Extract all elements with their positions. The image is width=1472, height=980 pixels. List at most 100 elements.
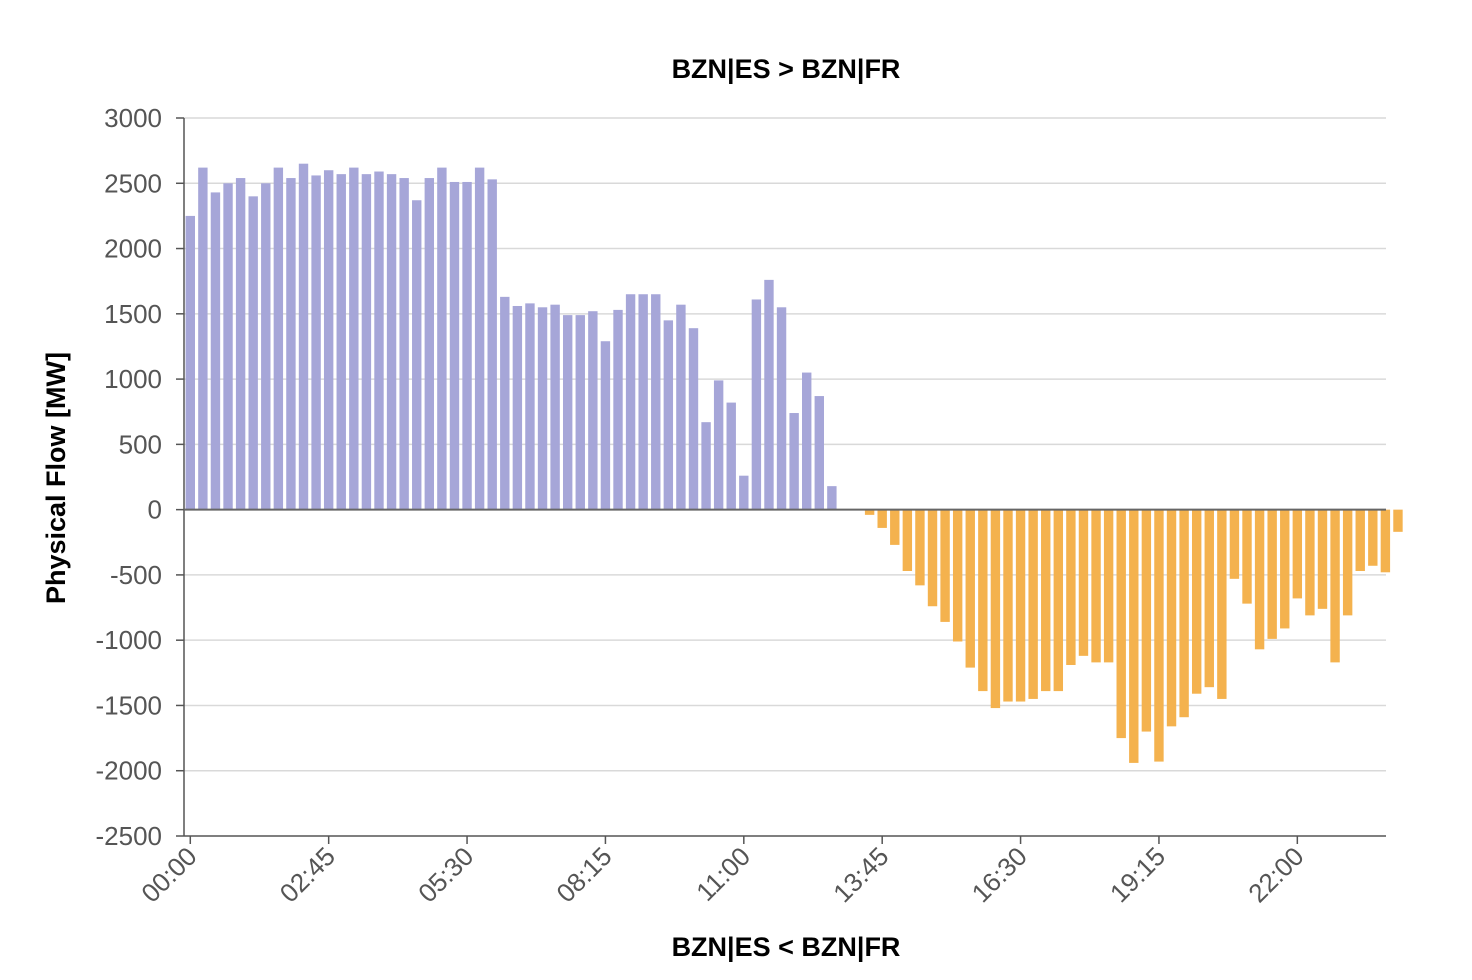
bar-80 bbox=[1191, 509, 1202, 694]
bar-83 bbox=[1229, 509, 1240, 579]
bar-48 bbox=[789, 413, 799, 510]
bar-96 bbox=[1393, 509, 1403, 532]
y-tick-label: 3000 bbox=[104, 103, 162, 133]
bar-60 bbox=[940, 509, 950, 622]
bar-95 bbox=[1380, 509, 1391, 573]
bar-25 bbox=[500, 296, 510, 510]
bar-87 bbox=[1280, 509, 1290, 629]
x-tick-label: 00:00 bbox=[135, 841, 202, 908]
bar-0 bbox=[185, 215, 195, 510]
y-tick-label: -1000 bbox=[96, 625, 163, 655]
bar-32 bbox=[588, 311, 598, 510]
bar-40 bbox=[688, 328, 699, 510]
y-axis-title: Physical Flow [MW] bbox=[41, 352, 71, 604]
y-tick-label: -2000 bbox=[96, 756, 163, 786]
y-tick-label: 2500 bbox=[104, 168, 162, 198]
x-tick-label: 13:45 bbox=[827, 841, 894, 908]
bar-58 bbox=[915, 509, 925, 586]
bar-93 bbox=[1355, 509, 1365, 571]
bar-31 bbox=[575, 315, 585, 510]
y-tick-label: 500 bbox=[119, 429, 162, 459]
bar-89 bbox=[1305, 509, 1315, 616]
bar-42 bbox=[713, 380, 724, 510]
bar-44 bbox=[739, 475, 749, 510]
bar-16 bbox=[386, 174, 397, 510]
y-tick-labels: 3000 2500 2000 1500 1000 500 0 -500 -1000 -1500 -2… bbox=[96, 103, 184, 851]
bar-20 bbox=[437, 167, 447, 510]
bar-82 bbox=[1217, 509, 1227, 699]
x-tick-label: 08:15 bbox=[550, 841, 617, 908]
bar-63 bbox=[978, 509, 988, 692]
bar-85 bbox=[1254, 509, 1265, 650]
bar-94 bbox=[1368, 509, 1378, 566]
bar-39 bbox=[676, 304, 686, 510]
y-tick-label: -500 bbox=[110, 560, 162, 590]
y-tick-label: -2500 bbox=[96, 821, 163, 851]
bar-75 bbox=[1129, 509, 1139, 763]
y-tick-label: -1500 bbox=[96, 690, 163, 720]
bar-54 bbox=[864, 509, 875, 515]
bar-74 bbox=[1116, 509, 1126, 739]
bar-92 bbox=[1342, 509, 1353, 616]
bar-65 bbox=[1003, 509, 1013, 702]
y-tick-label: 2000 bbox=[104, 234, 162, 264]
bar-50 bbox=[814, 396, 824, 510]
bar-88 bbox=[1292, 509, 1303, 599]
bar-23 bbox=[474, 167, 485, 510]
bar-61 bbox=[952, 509, 963, 642]
bar-57 bbox=[902, 509, 913, 571]
bar-81 bbox=[1204, 509, 1214, 688]
bar-86 bbox=[1267, 509, 1277, 639]
bar-34 bbox=[613, 309, 623, 510]
bar-90 bbox=[1317, 509, 1328, 609]
bar-70 bbox=[1066, 509, 1076, 665]
bar-28 bbox=[537, 307, 548, 510]
bar-9 bbox=[298, 163, 309, 510]
bar-69 bbox=[1053, 509, 1064, 692]
bar-29 bbox=[550, 304, 560, 510]
bar-19 bbox=[424, 178, 435, 510]
bar-37 bbox=[651, 294, 661, 510]
x-tick-labels: 00:00 02:45 05:30 08:15 11:00 13:45 16:30 19:15… bbox=[135, 836, 1310, 908]
x-axis-title: BZN|ES < BZN|FR bbox=[672, 932, 901, 962]
bar-5 bbox=[248, 196, 258, 510]
bar-47 bbox=[776, 307, 787, 510]
y-tick-label: 1000 bbox=[104, 364, 162, 394]
x-tick-label: 19:15 bbox=[1104, 841, 1171, 908]
x-tick-label: 02:45 bbox=[274, 841, 341, 908]
bar-24 bbox=[487, 179, 497, 510]
bar-91 bbox=[1330, 509, 1340, 663]
bar-27 bbox=[525, 303, 535, 510]
bar-84 bbox=[1242, 509, 1252, 604]
bar-56 bbox=[890, 509, 900, 545]
chart-title: BZN|ES > BZN|FR bbox=[672, 54, 901, 84]
bar-6 bbox=[261, 183, 271, 510]
y-tick-label: 1500 bbox=[104, 299, 162, 329]
bar-10 bbox=[311, 175, 321, 510]
bar-7 bbox=[273, 167, 284, 510]
bar-4 bbox=[235, 178, 246, 510]
bar-8 bbox=[286, 178, 296, 510]
bar-38 bbox=[663, 320, 674, 510]
bar-35 bbox=[625, 294, 636, 510]
bar-13 bbox=[349, 167, 359, 510]
bar-17 bbox=[399, 178, 409, 510]
bar-51 bbox=[827, 486, 837, 510]
axes bbox=[183, 118, 1386, 837]
bar-67 bbox=[1028, 509, 1038, 699]
bar-26 bbox=[512, 305, 523, 510]
bar-11 bbox=[323, 170, 334, 510]
bars bbox=[185, 163, 1403, 763]
x-tick-label: 16:30 bbox=[966, 841, 1033, 908]
bar-14 bbox=[361, 174, 372, 510]
bar-3 bbox=[223, 183, 233, 510]
bar-43 bbox=[726, 402, 736, 510]
bar-46 bbox=[764, 279, 774, 510]
bar-21 bbox=[449, 181, 460, 510]
bar-79 bbox=[1179, 509, 1189, 718]
x-tick-label: 22:00 bbox=[1242, 841, 1309, 908]
bar-76 bbox=[1141, 509, 1152, 732]
x-tick-label: 11:00 bbox=[690, 841, 756, 907]
